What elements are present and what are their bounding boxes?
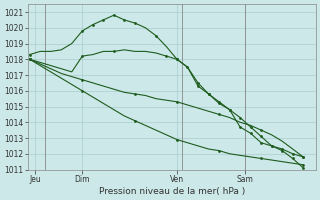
X-axis label: Pression niveau de la mer( hPa ): Pression niveau de la mer( hPa ) [99, 187, 245, 196]
